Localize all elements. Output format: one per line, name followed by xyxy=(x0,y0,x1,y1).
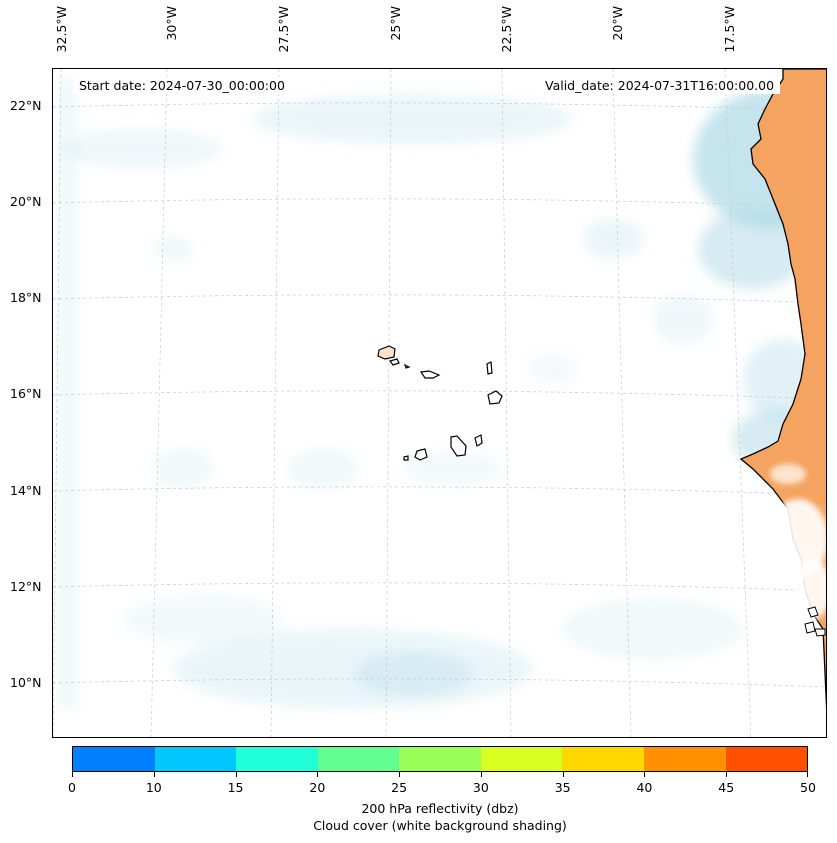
colorbar-segment xyxy=(154,747,237,771)
colorbar-tick-label: 35 xyxy=(554,780,571,795)
lon-label: 30°W xyxy=(164,6,179,41)
colorbar-tick xyxy=(644,772,646,777)
colorbar-segment xyxy=(317,747,400,771)
lon-label: 32.5°W xyxy=(54,6,69,53)
colorbar-tick xyxy=(153,772,155,777)
colorbar-segment xyxy=(73,747,155,771)
colorbar-tick xyxy=(726,772,728,777)
lon-label: 17.5°W xyxy=(722,6,737,53)
colorbar-segment xyxy=(236,747,318,771)
colorbar-segment xyxy=(399,747,481,771)
lat-label: 22°N xyxy=(10,98,42,113)
land-cloud xyxy=(768,464,826,619)
colorbar-segment xyxy=(643,747,726,771)
colorbar-tick xyxy=(480,772,482,777)
colorbar-label: 200 hPa reflectivity (dbz) xyxy=(361,801,519,816)
lon-label: 22.5°W xyxy=(499,6,514,53)
colorbar-tick-label: 45 xyxy=(718,780,735,795)
bijagos-islands xyxy=(804,606,826,637)
colorbar-tick-label: 0 xyxy=(68,780,76,795)
colorbar-tick-label: 25 xyxy=(391,780,408,795)
colorbar-tick xyxy=(317,772,319,777)
colorbar-tick-label: 30 xyxy=(472,780,489,795)
lat-label: 16°N xyxy=(10,386,42,401)
valid-date-label: Valid_date: 2024-07-31T16:00:00.00 xyxy=(539,77,781,94)
colorbar-tick-label: 40 xyxy=(636,780,653,795)
colorbar-tick-label: 15 xyxy=(227,780,244,795)
lat-label: 18°N xyxy=(10,290,42,305)
colorbar-segment xyxy=(480,747,563,771)
cape-verde-islands xyxy=(377,345,503,461)
lat-label: 20°N xyxy=(10,194,42,209)
colorbar-segment xyxy=(725,747,808,771)
colorbar-tick xyxy=(72,772,73,777)
colorbar-tick xyxy=(562,772,564,777)
lon-label: 20°W xyxy=(610,6,625,41)
start-date-label: Start date: 2024-07-30_00:00:00 xyxy=(73,77,291,94)
colorbar-tick-label: 50 xyxy=(800,780,816,795)
lat-label: 10°N xyxy=(10,675,42,690)
map-panel xyxy=(52,68,827,738)
colorbar-tick-label: 10 xyxy=(145,780,162,795)
lat-label: 14°N xyxy=(10,483,42,498)
gridlines xyxy=(53,69,826,737)
colorbar xyxy=(72,746,808,772)
colorbar-sublabel: Cloud cover (white background shading) xyxy=(313,818,567,833)
colorbar-tick xyxy=(807,772,808,777)
lon-label: 27.5°W xyxy=(276,6,291,53)
map-canvas xyxy=(53,69,826,737)
colorbar-tick xyxy=(399,772,401,777)
colorbar-segment xyxy=(562,747,644,771)
lon-label: 25°W xyxy=(388,6,403,41)
cloud-shading xyxy=(57,79,826,709)
colorbar-tick-label: 20 xyxy=(309,780,326,795)
lat-label: 12°N xyxy=(10,579,42,594)
colorbar-tick xyxy=(235,772,237,777)
